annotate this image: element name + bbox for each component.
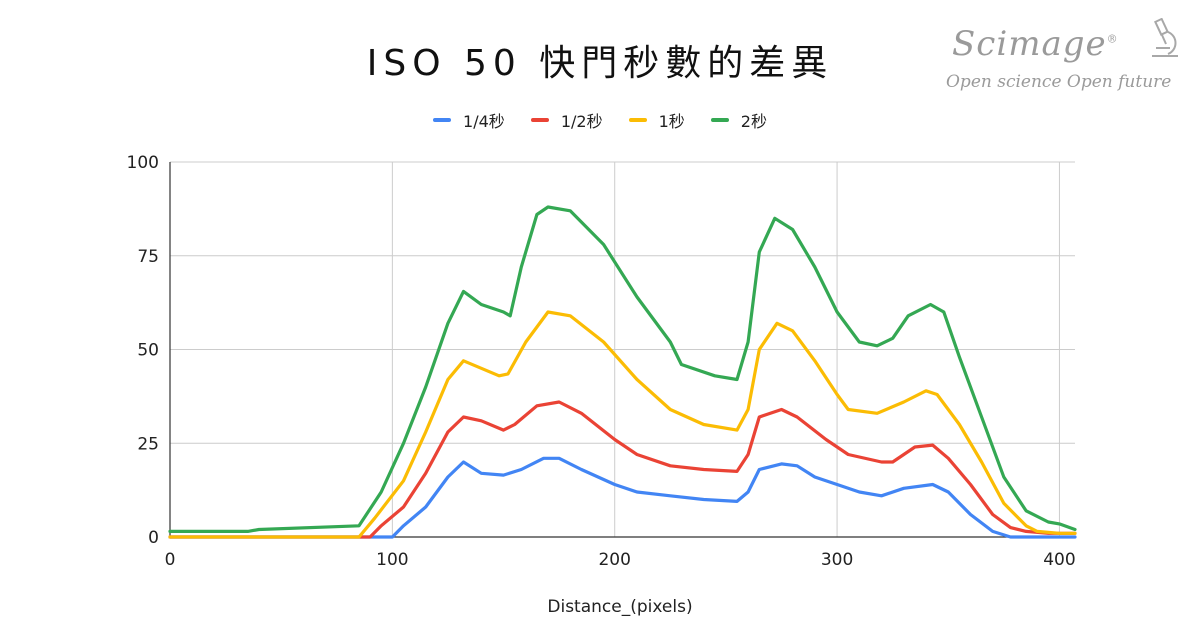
series-line [168,310,1077,539]
microscope-icon [1152,18,1178,57]
series-line [168,456,1077,539]
legend-label: 1/4秒 [463,112,505,131]
legend-label: 1秒 [658,112,685,131]
series-line [168,205,1077,533]
y-tick-label: 25 [137,434,159,454]
y-tick-label: 100 [127,153,159,173]
legend-item[interactable]: 1秒 [628,108,685,132]
brand-logo: Scimage® Open science Open future [946,18,1196,108]
series-line [168,400,1077,539]
x-axis-label: Distance_(pixels) [547,597,693,617]
chart-legend: 1/4秒 1/2秒 1秒 2秒 [0,108,1200,132]
y-tick-label: 0 [148,528,159,548]
legend-label: 2秒 [740,112,767,131]
x-tick-label: 200 [598,550,630,570]
legend-item[interactable]: 1/2秒 [530,108,603,132]
chart-title: ISO 50 快門秒數的差異 [366,43,834,84]
brand-tagline: Open science Open future [946,72,1172,92]
x-tick-label: 400 [1043,550,1075,570]
x-tick-label: 100 [376,550,408,570]
y-tick-label: 50 [137,341,159,361]
legend-item[interactable]: 2秒 [710,108,767,132]
legend-item[interactable]: 1/4秒 [433,108,505,132]
legend-swatch [433,118,452,122]
legend-swatch [628,118,647,122]
x-tick-label: 0 [165,550,176,570]
x-tick-label: 300 [821,550,853,570]
y-tick-label: 75 [137,247,159,267]
legend-label: 1/2秒 [560,112,603,131]
legend-swatch [530,118,549,122]
brand-name: Scimage® [952,24,1119,64]
legend-swatch [710,118,729,122]
